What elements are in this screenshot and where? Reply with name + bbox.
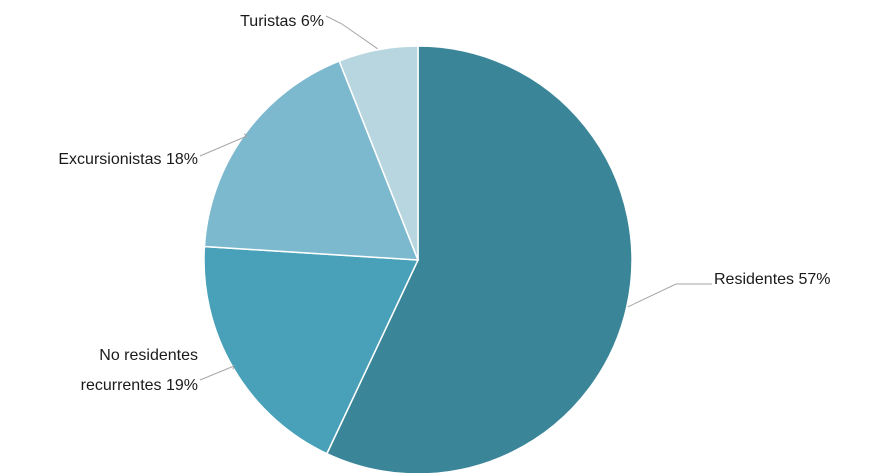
slice-label-2-line-1: No residentes (99, 347, 198, 364)
slice-label-1-line-1: Residentes 57% (714, 271, 831, 288)
pie-slice-2 (203, 245, 420, 455)
pie-slice-4 (338, 45, 419, 261)
leader-line-4 (325, 15, 378, 50)
leader-line-1 (627, 283, 712, 308)
slice-label-4-line-1: Turistas 6% (240, 13, 324, 30)
leader-line-3 (199, 133, 248, 157)
leader-line-2 (199, 365, 235, 381)
pie-slice-1 (325, 45, 633, 473)
pie-slices (203, 45, 633, 473)
pie-labels: Residentes 57% No residentes recurrentes 1… (58, 13, 830, 394)
slice-label-2-line-2: recurrentes 19% (81, 377, 198, 394)
slice-label-3-line-1: Excursionistas 18% (58, 151, 198, 168)
